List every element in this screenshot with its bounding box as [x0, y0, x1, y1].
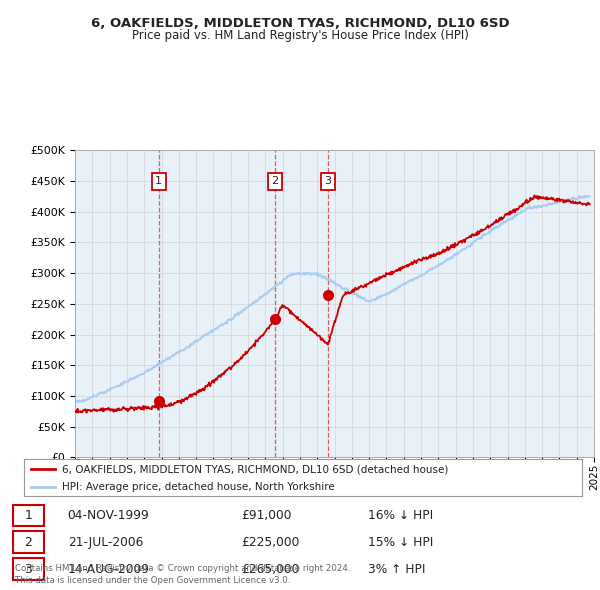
Text: 6, OAKFIELDS, MIDDLETON TYAS, RICHMOND, DL10 6SD (detached house): 6, OAKFIELDS, MIDDLETON TYAS, RICHMOND, …	[62, 464, 448, 474]
Text: 2: 2	[271, 176, 278, 186]
Text: 2: 2	[25, 536, 32, 549]
Text: 21-JUL-2006: 21-JUL-2006	[68, 536, 143, 549]
Text: HPI: Average price, detached house, North Yorkshire: HPI: Average price, detached house, Nort…	[62, 482, 335, 492]
FancyBboxPatch shape	[13, 504, 44, 526]
Text: 15% ↓ HPI: 15% ↓ HPI	[368, 536, 433, 549]
Text: 14-AUG-2009: 14-AUG-2009	[68, 562, 150, 575]
Text: Price paid vs. HM Land Registry's House Price Index (HPI): Price paid vs. HM Land Registry's House …	[131, 30, 469, 42]
Text: 3: 3	[325, 176, 331, 186]
Text: 1: 1	[155, 176, 162, 186]
Text: 04-NOV-1999: 04-NOV-1999	[68, 509, 149, 522]
Text: Contains HM Land Registry data © Crown copyright and database right 2024.
This d: Contains HM Land Registry data © Crown c…	[15, 564, 350, 585]
Text: £91,000: £91,000	[241, 509, 292, 522]
Text: 3% ↑ HPI: 3% ↑ HPI	[368, 562, 425, 575]
FancyBboxPatch shape	[13, 558, 44, 580]
Text: £265,000: £265,000	[241, 562, 299, 575]
Text: 16% ↓ HPI: 16% ↓ HPI	[368, 509, 433, 522]
Text: 1: 1	[25, 509, 32, 522]
Text: £225,000: £225,000	[241, 536, 299, 549]
Text: 3: 3	[25, 562, 32, 575]
Text: 6, OAKFIELDS, MIDDLETON TYAS, RICHMOND, DL10 6SD: 6, OAKFIELDS, MIDDLETON TYAS, RICHMOND, …	[91, 17, 509, 30]
FancyBboxPatch shape	[13, 532, 44, 553]
